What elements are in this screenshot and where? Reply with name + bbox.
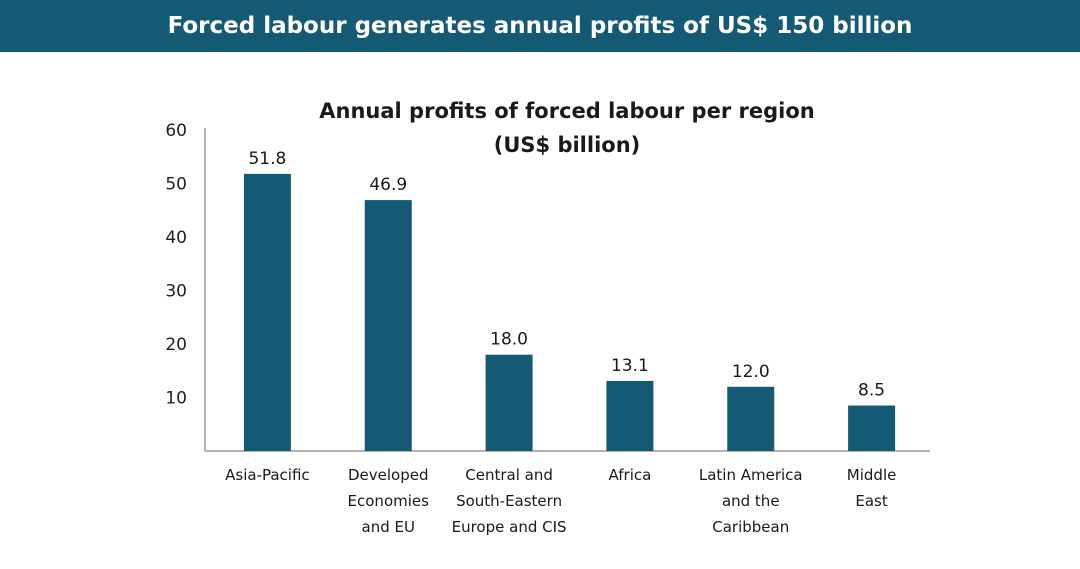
x-tick-label: Middle xyxy=(847,466,897,484)
category-labels-group: Asia-Pacific Developed Economies and EU Cent… xyxy=(225,466,896,536)
x-tick-label: Developed xyxy=(348,466,429,484)
data-label: 12.0 xyxy=(732,362,770,382)
x-tick-label: Economies xyxy=(348,492,430,510)
x-tick-label: and EU xyxy=(362,518,415,536)
bar-chart: Annual profits of forced labour per regi… xyxy=(165,99,930,536)
bar xyxy=(848,405,896,451)
x-tick-label: Asia-Pacific xyxy=(225,466,310,484)
x-tick-label: Latin America xyxy=(699,466,803,484)
chart-title-line-2: (US$ billion) xyxy=(494,133,641,157)
data-label: 51.8 xyxy=(248,149,286,169)
y-tick-label: 50 xyxy=(165,175,187,195)
bar xyxy=(606,380,654,451)
y-tick-label: 30 xyxy=(165,282,187,302)
data-labels-group: 51.8 46.9 18.0 13.1 12.0 8.5 xyxy=(248,149,885,401)
y-tick-label: 20 xyxy=(165,335,187,355)
chart-title-line-1: Annual profits of forced labour per regi… xyxy=(319,99,814,123)
bar xyxy=(364,200,412,451)
data-label: 46.9 xyxy=(369,175,407,195)
data-label: 18.0 xyxy=(490,330,528,350)
banner-title: Forced labour generates annual profits o… xyxy=(167,13,913,39)
x-tick-label: and the xyxy=(722,492,780,510)
x-tick-label: Central and xyxy=(465,466,553,484)
data-label: 8.5 xyxy=(858,381,885,401)
y-tick-label: 40 xyxy=(165,228,187,248)
y-tick-label: 60 xyxy=(165,121,187,141)
x-tick-label: East xyxy=(855,492,887,510)
x-tick-label: Europe and CIS xyxy=(452,518,567,536)
x-tick-label: Caribbean xyxy=(712,518,789,536)
header-banner: Forced labour generates annual profits o… xyxy=(0,0,1080,52)
data-label: 13.1 xyxy=(611,356,649,376)
bars-group xyxy=(243,173,896,451)
bar xyxy=(243,173,291,451)
axes: 10 20 30 40 50 60 xyxy=(165,121,930,452)
x-tick-label: South-Eastern xyxy=(456,492,562,510)
y-tick-label: 10 xyxy=(165,389,187,409)
x-tick-label: Africa xyxy=(609,466,652,484)
chart-title-group: Annual profits of forced labour per regi… xyxy=(319,99,814,157)
bar xyxy=(727,386,775,451)
bar xyxy=(485,354,533,451)
